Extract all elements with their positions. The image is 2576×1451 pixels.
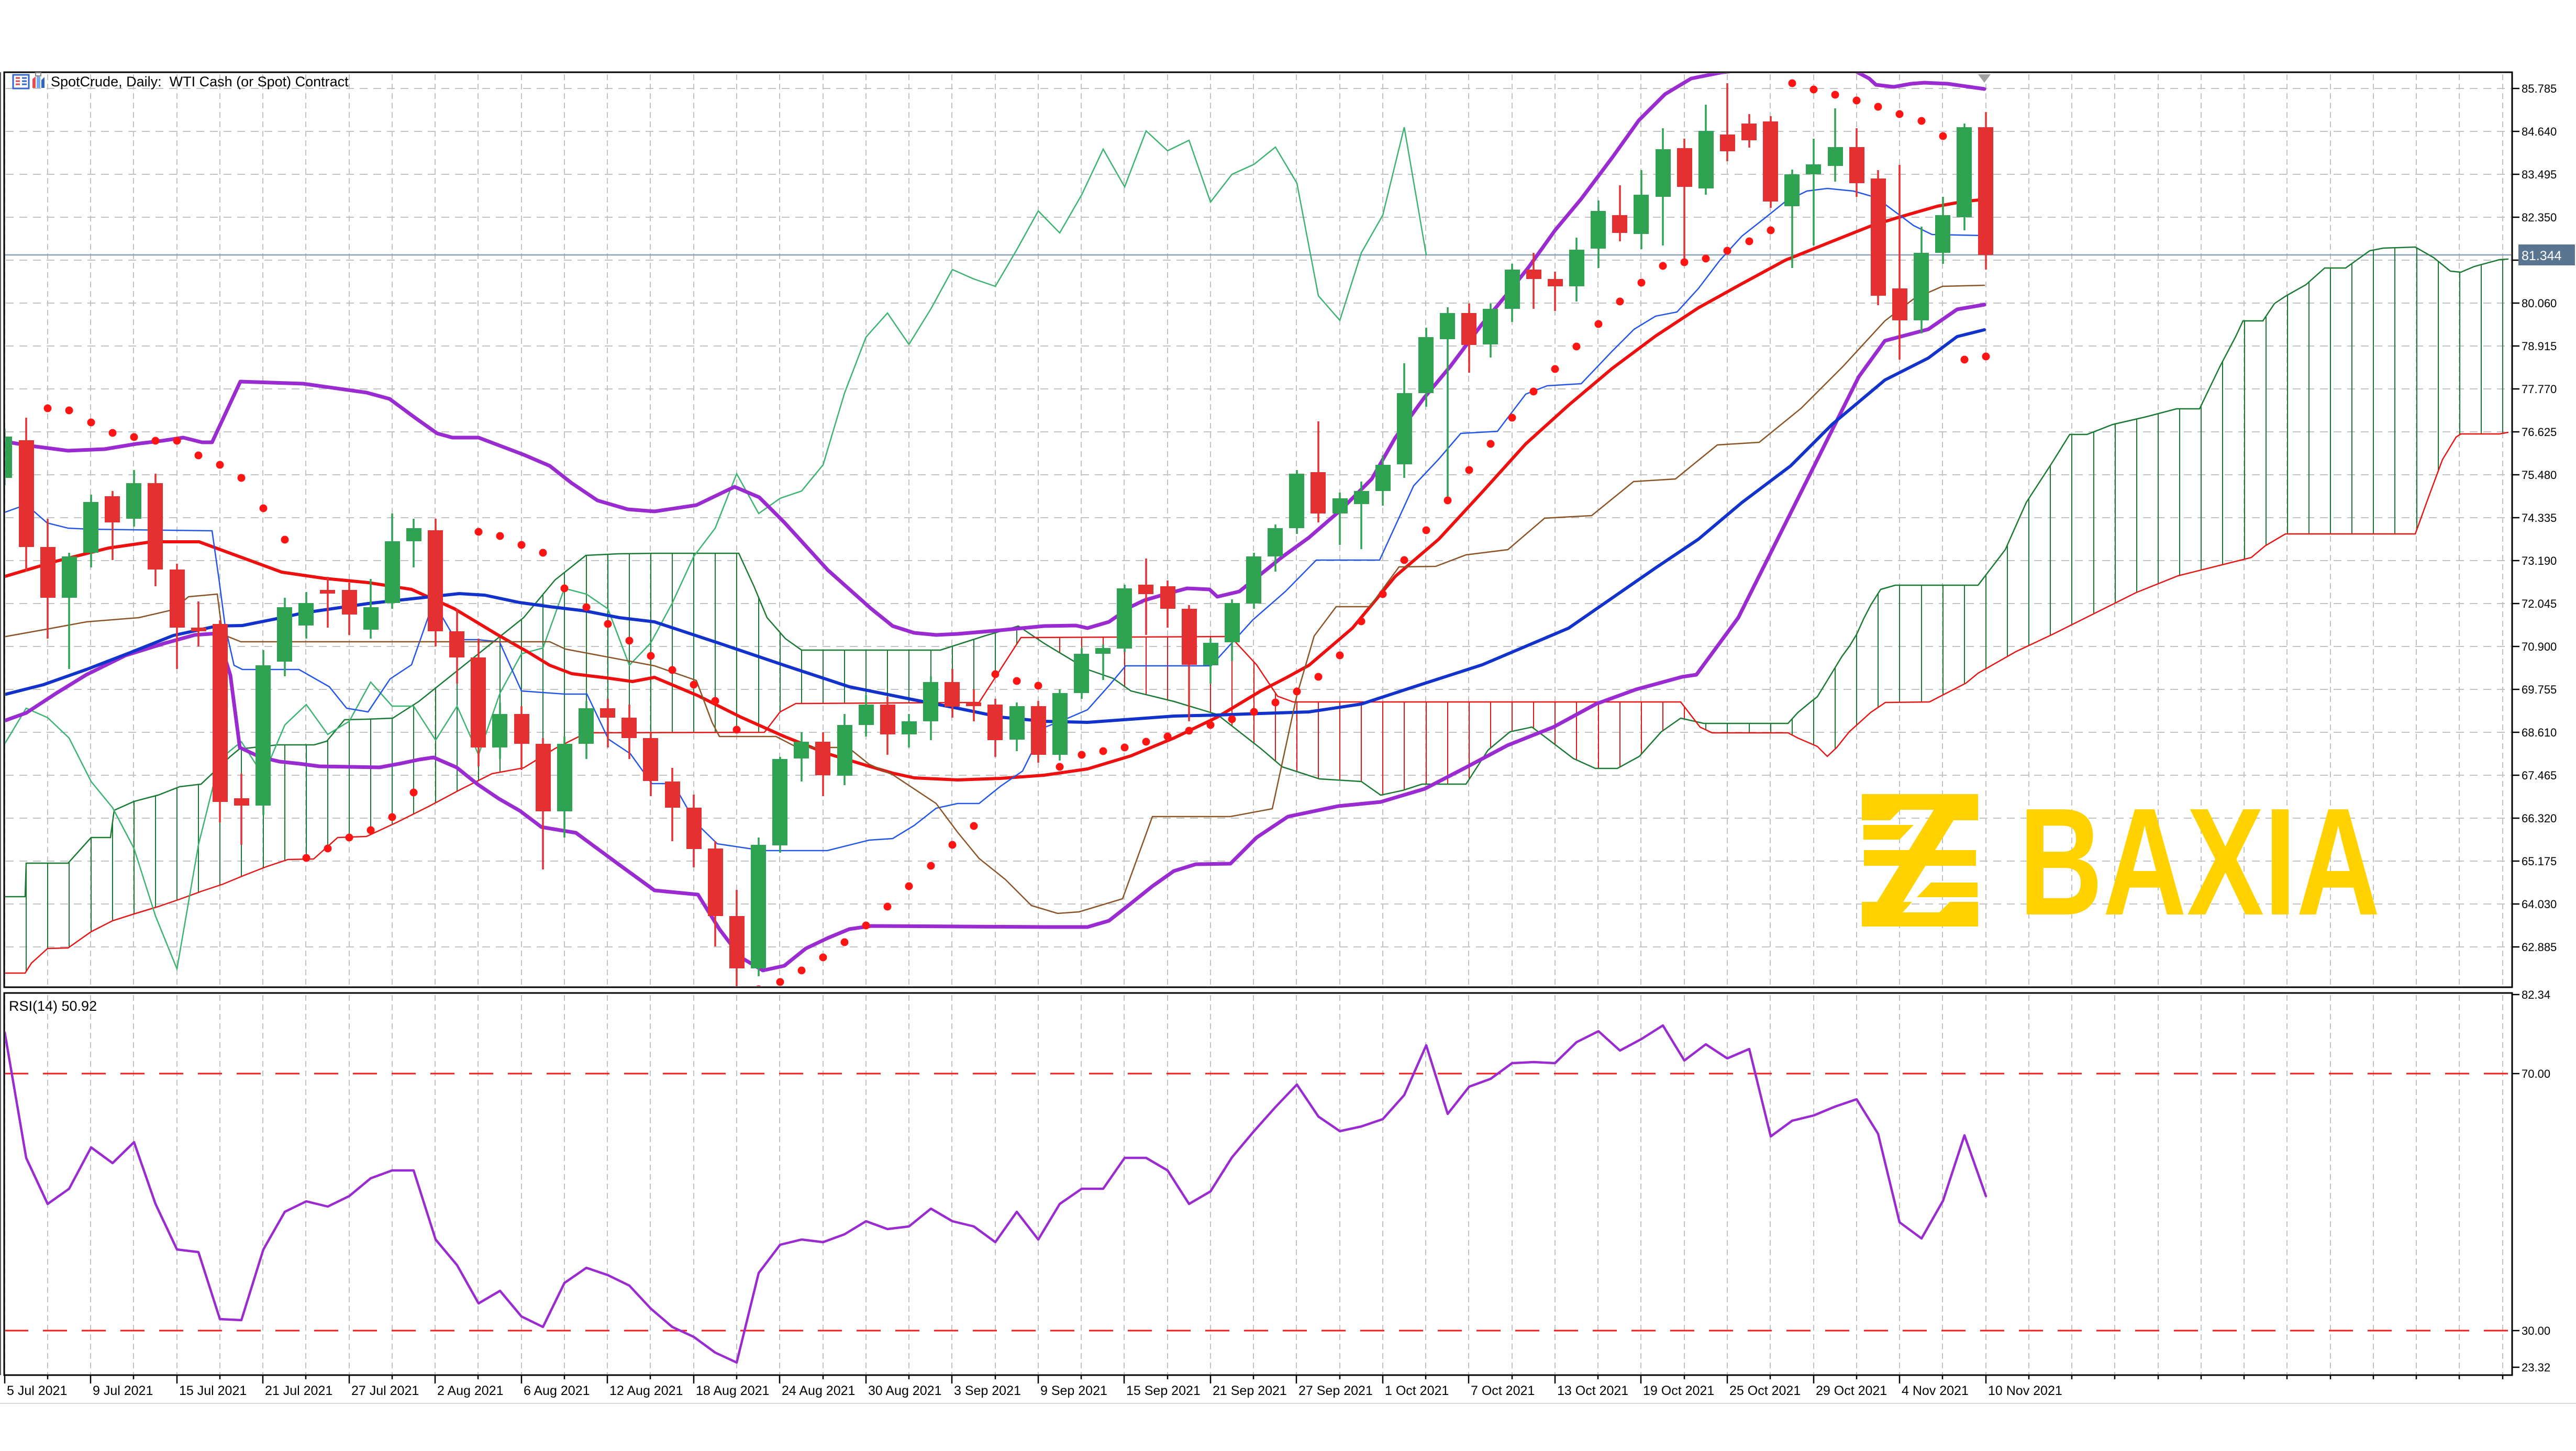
svg-text:21 Sep 2021: 21 Sep 2021 — [1213, 1383, 1287, 1398]
svg-text:2 Aug 2021: 2 Aug 2021 — [437, 1383, 504, 1398]
svg-text:66.320: 66.320 — [2522, 812, 2557, 825]
svg-text:70.00: 70.00 — [2522, 1067, 2550, 1080]
svg-text:65.175: 65.175 — [2522, 855, 2557, 868]
svg-text:27 Jul 2021: 27 Jul 2021 — [351, 1383, 419, 1398]
svg-text:76.625: 76.625 — [2522, 426, 2557, 439]
svg-text:RSI(14) 50.92: RSI(14) 50.92 — [9, 998, 97, 1014]
svg-text:78.915: 78.915 — [2522, 340, 2557, 353]
svg-text:BAXIA: BAXIA — [2019, 776, 2380, 947]
svg-text:21 Jul 2021: 21 Jul 2021 — [265, 1383, 332, 1398]
svg-text:74.335: 74.335 — [2522, 511, 2557, 524]
svg-text:73.190: 73.190 — [2522, 554, 2557, 567]
svg-text:7 Oct 2021: 7 Oct 2021 — [1471, 1383, 1535, 1398]
svg-text:9 Jul 2021: 9 Jul 2021 — [93, 1383, 153, 1398]
svg-text:67.465: 67.465 — [2522, 769, 2557, 782]
svg-text:24 Aug 2021: 24 Aug 2021 — [782, 1383, 855, 1398]
svg-text:19 Oct 2021: 19 Oct 2021 — [1643, 1383, 1714, 1398]
svg-text:27 Sep 2021: 27 Sep 2021 — [1298, 1383, 1373, 1398]
svg-text:84.640: 84.640 — [2522, 125, 2557, 138]
svg-text:70.900: 70.900 — [2522, 640, 2557, 653]
svg-text:13 Oct 2021: 13 Oct 2021 — [1557, 1383, 1628, 1398]
svg-text:69.755: 69.755 — [2522, 683, 2557, 696]
svg-text:10 Nov 2021: 10 Nov 2021 — [1988, 1383, 2062, 1398]
svg-text:12 Aug 2021: 12 Aug 2021 — [609, 1383, 683, 1398]
svg-text:23.32: 23.32 — [2522, 1361, 2550, 1374]
svg-text:85.785: 85.785 — [2522, 82, 2557, 95]
svg-text:75.480: 75.480 — [2522, 468, 2557, 482]
svg-text:82.34: 82.34 — [2522, 988, 2550, 1001]
svg-text:25 Oct 2021: 25 Oct 2021 — [1729, 1383, 1801, 1398]
svg-text:9 Sep 2021: 9 Sep 2021 — [1040, 1383, 1107, 1398]
svg-text:64.030: 64.030 — [2522, 898, 2557, 911]
svg-text:68.610: 68.610 — [2522, 726, 2557, 739]
svg-text:30.00: 30.00 — [2522, 1324, 2550, 1337]
svg-text:4 Nov 2021: 4 Nov 2021 — [1902, 1383, 1969, 1398]
svg-text:81.344: 81.344 — [2522, 249, 2562, 263]
svg-text:3 Sep 2021: 3 Sep 2021 — [954, 1383, 1021, 1398]
svg-text:SpotCrude, Daily: WTI Cash (o: SpotCrude, Daily: WTI Cash (or Spot) Con… — [51, 74, 349, 90]
svg-text:15 Sep 2021: 15 Sep 2021 — [1126, 1383, 1201, 1398]
svg-text:6 Aug 2021: 6 Aug 2021 — [524, 1383, 590, 1398]
svg-text:29 Oct 2021: 29 Oct 2021 — [1816, 1383, 1887, 1398]
svg-text:15 Jul 2021: 15 Jul 2021 — [179, 1383, 247, 1398]
svg-text:5 Jul 2021: 5 Jul 2021 — [7, 1383, 67, 1398]
svg-text:72.045: 72.045 — [2522, 597, 2557, 610]
svg-text:83.495: 83.495 — [2522, 168, 2557, 181]
svg-text:62.885: 62.885 — [2522, 941, 2557, 954]
svg-text:82.350: 82.350 — [2522, 211, 2557, 224]
svg-text:1 Oct 2021: 1 Oct 2021 — [1385, 1383, 1449, 1398]
svg-text:80.060: 80.060 — [2522, 297, 2557, 310]
svg-text:77.770: 77.770 — [2522, 383, 2557, 396]
svg-text:30 Aug 2021: 30 Aug 2021 — [868, 1383, 941, 1398]
svg-text:18 Aug 2021: 18 Aug 2021 — [696, 1383, 769, 1398]
